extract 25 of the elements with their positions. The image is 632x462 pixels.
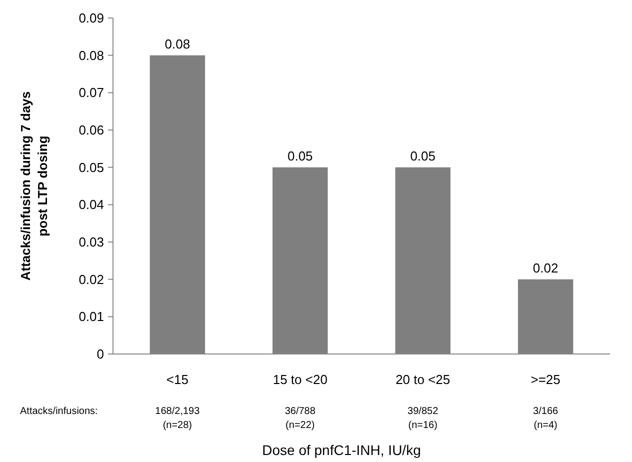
data-label: 0.05 (410, 148, 436, 164)
x-tick-label: <15 (166, 372, 188, 387)
x-axis-title: Dose of pnfC1-INH, IU/kg (262, 442, 421, 458)
y-tick-label: 0.03 (78, 234, 104, 250)
text: 36/788 (n=22) (284, 406, 316, 431)
text: 3/166 (n=4) (533, 406, 559, 431)
y-axis-title: Attacks/infusion during 7 days post LTP dosing (18, 91, 50, 281)
data-label: 0.05 (287, 148, 313, 164)
y-tick-label: 0.05 (78, 160, 104, 175)
y-tick-label: 0.08 (78, 48, 104, 63)
text: 168/2,193 (n=28) (155, 406, 200, 431)
y-tick-label: 0.09 (78, 10, 104, 26)
y-tick-label: 0.07 (78, 85, 104, 100)
x-tick-label: 20 to <25 (396, 372, 450, 387)
text: Attacks/infusions: (20, 406, 98, 417)
y-tick-label: 0.04 (78, 197, 104, 212)
y-tick-label: 0 (96, 346, 104, 362)
x-tick-label: 15 to <20 (272, 372, 328, 387)
y-tick-label: 0.06 (78, 122, 104, 138)
y-tick-label: 0.02 (78, 272, 104, 287)
x-tick-label: >=25 (530, 372, 560, 387)
text: 39/852 (n=16) (408, 406, 439, 431)
y-tick-label: 0.01 (78, 309, 104, 324)
data-label: 0.08 (164, 36, 190, 52)
data-label: 0.02 (532, 260, 558, 276)
